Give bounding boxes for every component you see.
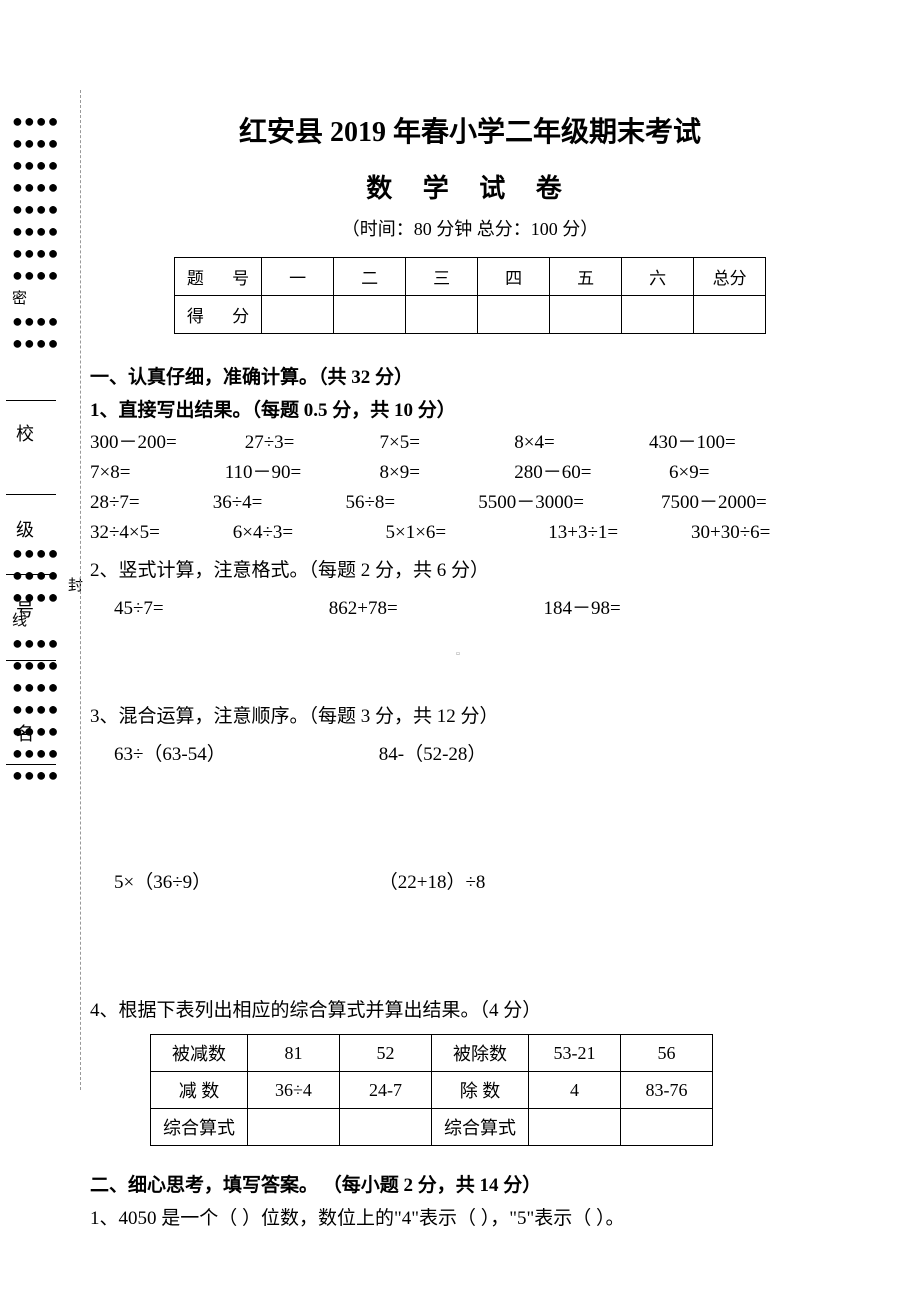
q2-title: 2、竖式计算，注意格式。（每题 2 分，共 6 分） (90, 556, 850, 586)
problem: 5×1×6= (386, 518, 544, 548)
problem: 45÷7= (114, 594, 324, 624)
side-school: 校 (16, 420, 34, 446)
table-cell: 四 (478, 258, 550, 296)
problem: 7×8= (90, 458, 220, 488)
score-table: 题 号 一 二 三 四 五 六 总分 得 分 (174, 257, 766, 334)
table-cell: 减 数 (151, 1072, 248, 1109)
table-row: 题 号 一 二 三 四 五 六 总分 (174, 258, 765, 296)
problem: 862+78= (329, 594, 539, 624)
table-cell: 53-21 (529, 1035, 621, 1072)
table-row: 减 数 36÷4 24-7 除 数 4 83-76 (151, 1072, 713, 1109)
problem: 430－100= (649, 428, 736, 458)
table-cell: 83-76 (621, 1072, 713, 1109)
table-cell: 题 号 (174, 258, 261, 296)
side-underline (6, 494, 56, 495)
table-cell: 81 (248, 1035, 340, 1072)
table-cell (694, 296, 766, 334)
problem: 84-（52-28） (379, 744, 487, 765)
q4-title: 4、根据下表列出相应的综合算式并算出结果。（4 分） (90, 996, 850, 1026)
table-cell: 综合算式 (432, 1109, 529, 1146)
table-cell (550, 296, 622, 334)
problem: 5500－3000= (478, 488, 656, 518)
section2-q1: 1、4050 是一个（ ）位数，数位上的"4"表示（ ），"5"表示（ ）。 (90, 1203, 850, 1230)
table-cell: 总分 (694, 258, 766, 296)
problem: 28÷7= (90, 488, 208, 518)
exam-title: 红安县 2019 年春小学二年级期末考试 (90, 110, 850, 150)
q4-table: 被减数 81 52 被除数 53-21 56 减 数 36÷4 24-7 除 数… (150, 1034, 713, 1146)
table-cell: 一 (262, 258, 334, 296)
table-cell: 56 (621, 1035, 713, 1072)
side-underline (6, 660, 56, 661)
table-cell (621, 1109, 713, 1146)
side-name: 名 (16, 720, 34, 746)
side-underline (6, 764, 56, 765)
problem: 184－98= (544, 598, 621, 619)
seal-line (80, 90, 81, 1090)
table-cell: 36÷4 (248, 1072, 340, 1109)
table-cell (334, 296, 406, 334)
table-cell (340, 1109, 432, 1146)
q3-row2: 5×（36÷9） （22+18）÷8 (90, 868, 850, 898)
table-row: 得 分 (174, 296, 765, 334)
q1-title: 1、直接写出结果。（每题 0.5 分，共 10 分） (90, 395, 850, 422)
exam-content: 红安县 2019 年春小学二年级期末考试 数 学 试 卷 （时间：80 分钟 总… (90, 0, 920, 1230)
problem: 27÷3= (245, 428, 375, 458)
problem: （22+18）÷8 (379, 872, 486, 893)
side-number: 号 (16, 596, 34, 622)
problem: 56÷8= (346, 488, 474, 518)
table-cell: 被减数 (151, 1035, 248, 1072)
q1-problems: 300－200= 27÷3= 7×5= 8×4= 430－100= 7×8= 1… (90, 428, 850, 548)
table-cell: 二 (334, 258, 406, 296)
time-info: （时间：80 分钟 总分：100 分） (90, 215, 850, 241)
table-cell: 得 分 (174, 296, 261, 334)
table-row: 被减数 81 52 被除数 53-21 56 (151, 1035, 713, 1072)
problem: 36÷4= (213, 488, 341, 518)
table-cell: 除 数 (432, 1072, 529, 1109)
q3-title: 3、混合运算，注意顺序。（每题 3 分，共 12 分） (90, 702, 850, 732)
table-cell (262, 296, 334, 334)
problem: 13+3÷1= (548, 518, 686, 548)
side-grade: 级 (16, 516, 34, 542)
table-cell (248, 1109, 340, 1146)
problem: 300－200= (90, 428, 240, 458)
side-underline (6, 400, 56, 401)
q2-problems: 45÷7= 862+78= 184－98= (90, 594, 850, 624)
table-cell (478, 296, 550, 334)
table-cell: 4 (529, 1072, 621, 1109)
problem: 6×4÷3= (233, 518, 381, 548)
table-cell: 52 (340, 1035, 432, 1072)
table-cell (622, 296, 694, 334)
seal-mi: 密 (12, 291, 28, 307)
table-cell: 24-7 (340, 1072, 432, 1109)
table-cell (529, 1109, 621, 1146)
side-dots: ●●●● ●●●● ●●●● ●●●● ●●●● ●●●● ●●●● ●●●●密… (12, 110, 72, 786)
center-mark: ▫ (456, 648, 460, 660)
problem: 8×4= (514, 428, 644, 458)
problem: 7×5= (380, 428, 510, 458)
section2-title: 二、细心思考，填写答案。 （每小题 2 分，共 14 分） (90, 1170, 850, 1197)
table-cell (406, 296, 478, 334)
side-underline (6, 574, 56, 575)
table-cell: 三 (406, 258, 478, 296)
table-cell: 被除数 (432, 1035, 529, 1072)
table-cell: 综合算式 (151, 1109, 248, 1146)
problem: 63÷（63-54） (114, 740, 374, 770)
problem: 7500－2000= (661, 488, 767, 518)
exam-subtitle: 数 学 试 卷 (90, 168, 850, 205)
q3-row1: 63÷（63-54） 84-（52-28） (90, 740, 850, 770)
table-row: 综合算式 综合算式 (151, 1109, 713, 1146)
problem: 8×9= (380, 458, 510, 488)
problem: 6×9= (669, 458, 709, 488)
problem: 280－60= (514, 458, 664, 488)
table-cell: 五 (550, 258, 622, 296)
problem: 5×（36÷9） (114, 868, 374, 898)
problem: 30+30÷6= (691, 518, 770, 548)
table-cell: 六 (622, 258, 694, 296)
problem: 110－90= (225, 458, 375, 488)
section1-title: 一、认真仔细，准确计算。（共 32 分） (90, 362, 850, 389)
problem: 32÷4×5= (90, 518, 228, 548)
